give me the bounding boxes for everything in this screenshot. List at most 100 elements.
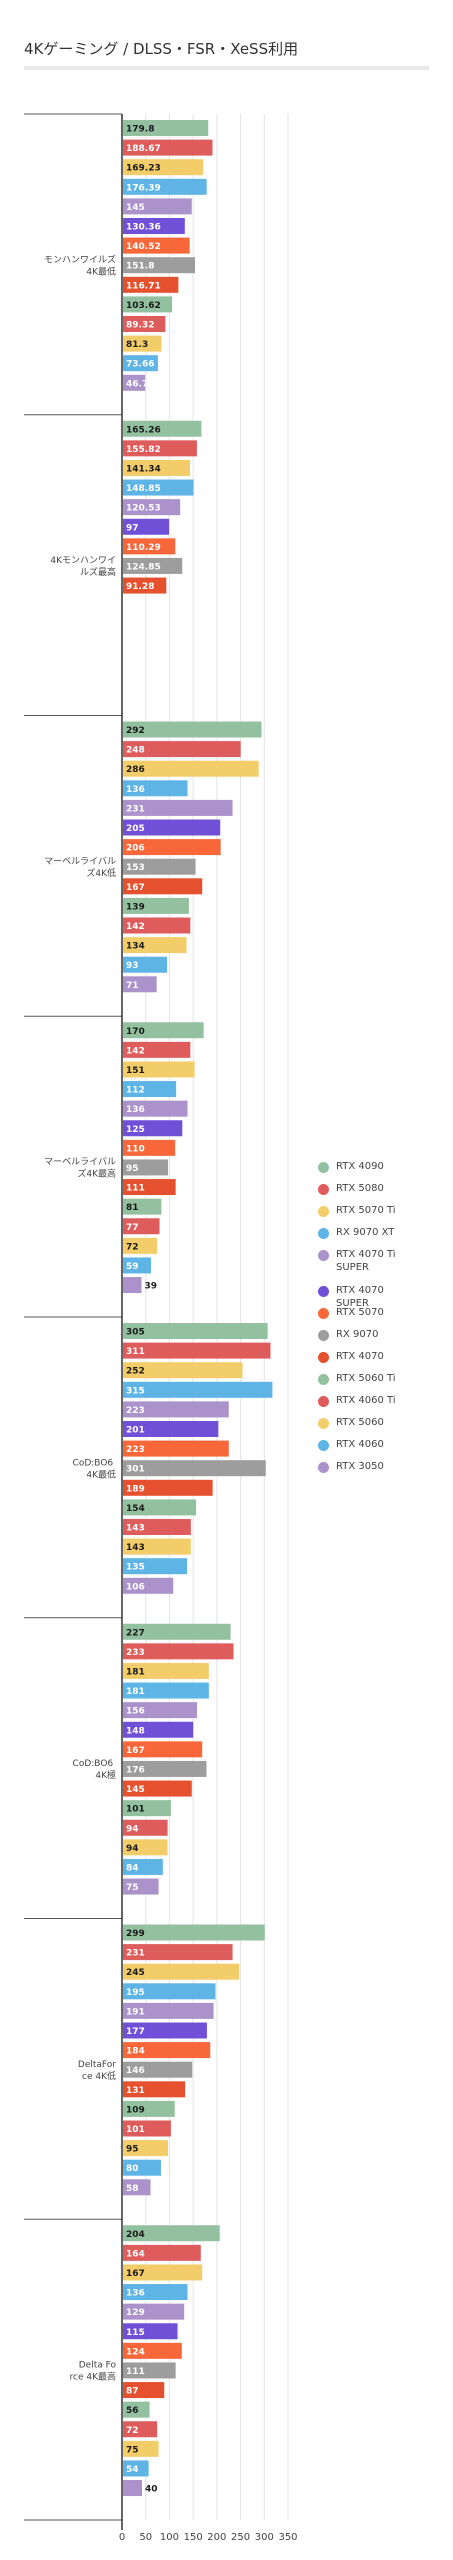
bar <box>123 2100 175 2117</box>
bar-value-label: 233 <box>126 1648 145 1658</box>
legend-swatch-icon <box>318 1374 329 1385</box>
legend-swatch-icon <box>318 1330 329 1341</box>
bar <box>123 2002 214 2019</box>
bar-value-label: 101 <box>126 1805 145 1815</box>
bar-value-label: 223 <box>126 1445 145 1455</box>
bar <box>123 2480 142 2497</box>
bar-value-label: 110 <box>126 1144 145 1154</box>
legend-label: RTX 5080 <box>336 1183 384 1194</box>
bar-value-label: 40 <box>145 2485 158 2495</box>
bar <box>123 1760 207 1777</box>
bar-value-label: 248 <box>126 746 145 756</box>
bar <box>123 1381 273 1398</box>
group-label: CoD:BO6 4K最低 <box>73 1458 116 1480</box>
legend-item: RTX 4060 <box>318 1438 448 1460</box>
bar <box>123 1878 159 1895</box>
group-label: CoD:BO6 4K極 <box>73 1759 116 1781</box>
bar <box>123 2401 150 2418</box>
bar-value-label: 195 <box>126 1988 145 1998</box>
bar-value-label: 136 <box>126 785 145 795</box>
bar <box>123 2303 185 2320</box>
bar <box>123 178 207 195</box>
bar-value-label: 120.53 <box>126 504 161 514</box>
bar-value-label: 142 <box>126 1046 145 1056</box>
bar-value-label: 135 <box>126 1563 145 1573</box>
bar-value-label: 106 <box>126 1582 145 1592</box>
bar-value-label: 59 <box>126 1262 139 1272</box>
bar <box>123 1983 216 2000</box>
bar-value-label: 181 <box>126 1687 145 1697</box>
legend-item: RTX 5070 <box>318 1306 448 1328</box>
bar <box>123 2225 220 2242</box>
bar-value-label: 94 <box>126 1844 139 1854</box>
bar-value-label: 89.32 <box>126 321 154 331</box>
bar-value-label: 95 <box>126 1164 139 1174</box>
bar-value-label: 191 <box>126 2007 145 2017</box>
bar-value-label: 143 <box>126 1524 145 1534</box>
bar <box>123 956 168 973</box>
legend-item: RTX 4070 SUPER <box>318 1284 448 1309</box>
bar-value-label: 112 <box>126 1086 145 1096</box>
bar-value-label: 125 <box>126 1125 145 1135</box>
legend-swatch-icon <box>318 1206 329 1217</box>
title-divider <box>24 66 429 70</box>
bar-value-label: 164 <box>126 2249 145 2259</box>
bar <box>123 355 158 372</box>
bar-value-label: 154 <box>126 1504 145 1514</box>
bar <box>123 937 187 954</box>
bar-value-label: 111 <box>126 1184 145 1194</box>
bar-value-label: 136 <box>126 1105 145 1115</box>
bar <box>123 1041 191 1058</box>
bar-value-label: 188.67 <box>126 144 161 154</box>
bar-value-label: 91.28 <box>126 582 154 592</box>
bar <box>123 1577 174 1594</box>
bar <box>123 440 197 457</box>
legend-item: RX 9070 XT <box>318 1226 448 1248</box>
legend-label: RTX 5070 <box>336 1307 384 1318</box>
bar <box>123 479 194 496</box>
legend-label: RTX 4070 Ti SUPER <box>336 1249 396 1273</box>
bar <box>123 1061 195 1078</box>
bar-value-label: 151 <box>126 1066 145 1076</box>
bar-value-label: 165.26 <box>126 425 161 435</box>
legend: RTX 4090 RTX 5080 RTX 5070 Ti RX 9070 XT RTX… <box>318 1160 448 1482</box>
bar <box>123 316 166 332</box>
bar-value-label: 71 <box>126 981 139 991</box>
bar <box>123 1662 209 1679</box>
bar-value-label: 109 <box>126 2105 145 2115</box>
bar-value-label: 231 <box>126 804 145 814</box>
bar <box>123 780 188 797</box>
bar-value-label: 201 <box>126 1426 145 1436</box>
bar <box>123 1362 243 1379</box>
x-tick-label: 300 <box>255 2532 274 2543</box>
group-label: マーベルライバルズ4K最高 <box>44 1157 116 1180</box>
bar <box>123 1643 234 1660</box>
bar-value-label: 103.62 <box>126 301 161 311</box>
legend-swatch-icon <box>318 1286 329 1297</box>
bar-value-label: 205 <box>126 824 145 834</box>
bar <box>123 917 191 934</box>
bar-value-label: 77 <box>126 1223 139 1233</box>
bar-value-label: 134 <box>126 942 145 952</box>
bar-value-label: 143 <box>126 1543 145 1553</box>
bar-value-label: 305 <box>126 1328 145 1338</box>
bar <box>123 2179 151 2196</box>
bar-value-label: 115 <box>126 2328 145 2338</box>
bar-value-label: 141.34 <box>126 464 161 474</box>
legend-label: RX 9070 XT <box>336 1227 395 1238</box>
legend-item: RTX 5060 Ti <box>318 1372 448 1394</box>
bar-value-label: 56 <box>126 2406 139 2416</box>
legend-item: RTX 4060 Ti <box>318 1394 448 1416</box>
x-tick-label: 150 <box>184 2532 203 2543</box>
bar-value-label: 54 <box>126 2465 139 2475</box>
legend-item: RTX 5060 <box>318 1416 448 1438</box>
bar-value-label: 39 <box>144 1282 157 1292</box>
bar <box>123 897 189 914</box>
bar-value-label: 97 <box>126 523 139 533</box>
bar <box>123 721 262 738</box>
bar-value-label: 299 <box>126 1929 145 1939</box>
bar <box>123 538 176 555</box>
bar <box>123 1538 191 1555</box>
bar <box>123 2382 165 2399</box>
